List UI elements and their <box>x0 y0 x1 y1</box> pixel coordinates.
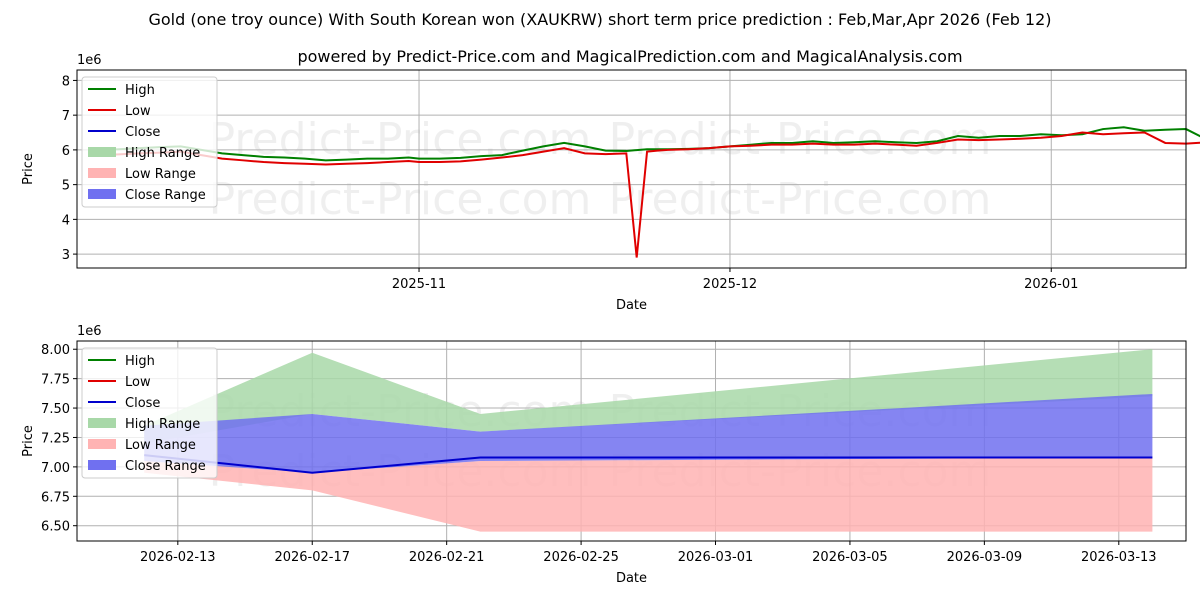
x-tick-label: 2026-03-09 <box>947 550 1023 565</box>
axes-frame <box>76 69 1187 269</box>
y-tick-label: 6.50 <box>41 520 70 535</box>
legend-label: Low Range <box>125 438 196 453</box>
x-tick-label: 2026-03-01 <box>678 550 754 565</box>
legend-label: Close <box>125 396 160 411</box>
x-tick-label: 2025-12 <box>703 277 757 292</box>
high-series-line <box>97 126 1200 162</box>
legend-swatch <box>88 168 116 178</box>
watermark-text: Predict-Price.com <box>209 174 592 225</box>
legend-label: Close Range <box>125 459 206 474</box>
x-axis-label: Date <box>616 571 647 586</box>
legend-label: Low Range <box>125 167 196 182</box>
y-tick-label: 4 <box>62 213 70 228</box>
x-tick-label: 2025-11 <box>392 277 446 292</box>
y-tick-label: 7.00 <box>41 461 70 476</box>
chart-panel-history: Predict-Price.com Predict-Price.com Predic… <box>21 53 1200 313</box>
legend-label: Close Range <box>125 188 206 203</box>
y-tick-label: 7.25 <box>41 431 70 446</box>
watermark-text: Predict-Price.com <box>609 174 992 225</box>
high-range-band <box>144 349 1153 444</box>
x-axis-label: Date <box>616 298 647 313</box>
y-tick-label: 3 <box>62 248 70 263</box>
x-tick-label: 2026-02-13 <box>140 550 216 565</box>
y-tick-label: 6.75 <box>41 490 70 505</box>
chart-panel-forecast: Predict-Price.comPredict-Price.comPredic… <box>21 324 1187 586</box>
low-series-line <box>97 131 1200 258</box>
chart-legend: High Low Close High Range Low Range Close Ran… <box>81 76 218 208</box>
legend-label: Low <box>125 104 151 119</box>
y-tick-label: 7 <box>62 109 70 124</box>
close-series-line <box>144 454 1153 474</box>
legend-swatch <box>88 460 116 470</box>
y-tick-label: 8 <box>62 74 70 89</box>
chart-legend: High Low Close High Range Low Range Close Ran… <box>81 347 218 479</box>
legend-swatch <box>88 147 116 157</box>
y-multiplier-label: 1e6 <box>77 324 102 339</box>
figure-title: Gold (one troy ounce) With South Korean … <box>148 10 1051 29</box>
y-axis-label: Price <box>21 425 36 457</box>
legend-label: High <box>125 354 155 369</box>
y-tick-label: 5 <box>62 179 70 194</box>
y-tick-label: 7.50 <box>41 402 70 417</box>
y-axis-label: Price <box>21 153 36 185</box>
legend-label: Close <box>125 125 160 140</box>
legend-swatch <box>88 418 116 428</box>
watermark-text: Predict-Price.com <box>609 114 992 165</box>
y-tick-label: 7.75 <box>41 373 70 388</box>
x-tick-label: 2026-03-05 <box>812 550 888 565</box>
legend-label: High Range <box>125 146 200 161</box>
y-tick-label: 8.00 <box>41 343 70 358</box>
low-range-band <box>144 457 1153 532</box>
legend-swatch <box>88 189 116 199</box>
y-tick-label: 6 <box>62 144 70 159</box>
legend-label: Low <box>125 375 151 390</box>
x-tick-label: 2026-03-13 <box>1081 550 1157 565</box>
legend-label: High Range <box>125 417 200 432</box>
x-tick-label: 2026-02-17 <box>274 550 350 565</box>
axes-frame <box>76 340 1187 542</box>
x-tick-label: 2026-02-21 <box>409 550 485 565</box>
x-tick-label: 2026-02-25 <box>543 550 619 565</box>
y-multiplier-label: 1e6 <box>77 53 102 68</box>
figure-subtitle: powered by Predict-Price.com and Magical… <box>297 47 962 66</box>
legend-label: High <box>125 83 155 98</box>
x-tick-label: 2026-01 <box>1024 277 1078 292</box>
close-range-band <box>144 393 1153 473</box>
legend-swatch <box>88 439 116 449</box>
